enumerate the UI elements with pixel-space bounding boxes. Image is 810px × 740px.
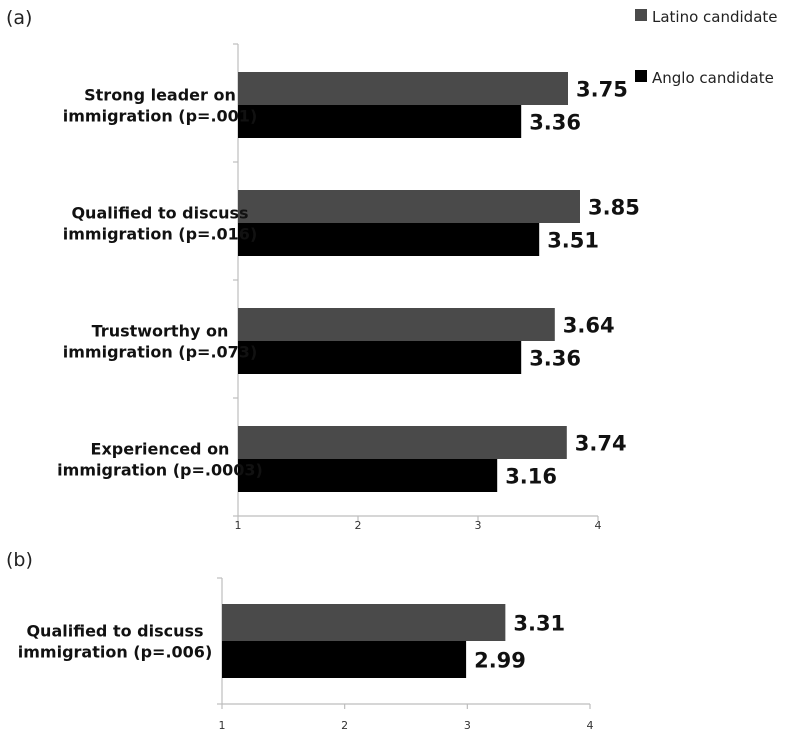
legend-swatch-latino [635,9,647,21]
x-tick-label: 1 [235,519,242,532]
category-label: Experienced on [91,440,230,459]
category-label: Qualified to discuss [71,204,248,223]
category-label: immigration (p=.006) [18,643,213,662]
data-label: 3.75 [576,78,628,102]
bar-latino [222,604,506,641]
x-tick-label: 3 [475,519,482,532]
legend-label: Anglo candidate [652,69,774,87]
panel-label: (b) [6,549,33,571]
legend-swatch-anglo [635,70,647,82]
legend-label: Latino candidate [652,8,778,26]
data-label: 3.74 [575,432,627,456]
x-tick-label: 3 [464,719,471,732]
data-label: 2.99 [474,649,526,673]
data-label: 3.16 [505,465,557,489]
category-label: immigration (p=.001) [63,107,258,126]
data-label: 3.36 [529,347,581,371]
data-label: 3.64 [563,314,615,338]
x-tick-label: 4 [595,519,602,532]
x-tick-label: 2 [355,519,362,532]
bar-anglo [222,641,467,678]
bar-latino [238,426,567,459]
category-label: Qualified to discuss [26,622,203,641]
bar-latino [238,72,568,105]
x-tick-label: 4 [587,719,594,732]
x-tick-label: 2 [341,719,348,732]
data-label: 3.51 [547,229,599,253]
bar-anglo [238,105,522,138]
category-label: immigration (p=.0003) [57,461,263,480]
bar-latino [238,190,580,223]
bar-latino [238,308,555,341]
panel-label: (a) [6,7,32,29]
data-label: 3.31 [513,612,565,636]
data-label: 3.36 [529,111,581,135]
bar-anglo [238,341,522,374]
category-label: immigration (p=.016) [63,225,258,244]
category-label: Trustworthy on [92,322,229,341]
bar-anglo [238,459,498,492]
x-tick-label: 1 [219,719,226,732]
category-label: immigration (p=.073) [63,343,258,362]
category-label: Strong leader on [84,86,236,105]
bar-anglo [238,223,540,256]
data-label: 3.85 [588,196,640,220]
